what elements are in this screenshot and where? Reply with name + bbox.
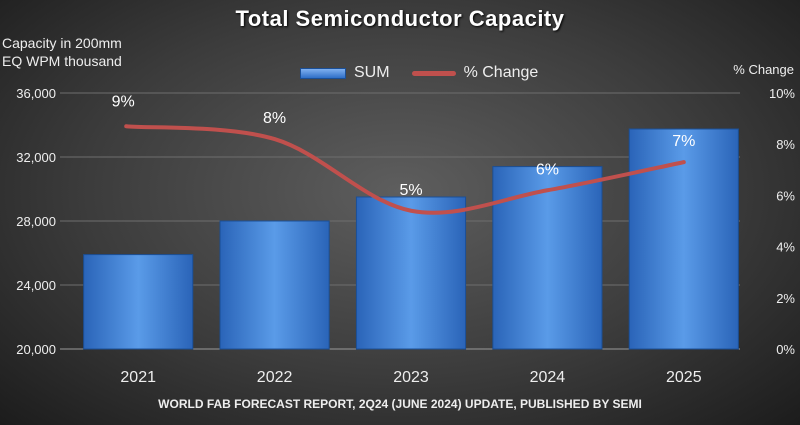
x-tick: 2022 <box>257 369 293 386</box>
data-label-change: 9% <box>112 93 135 110</box>
legend-swatch-change <box>411 70 456 76</box>
y-tick-right: 2% <box>776 291 795 306</box>
y-tick-right: 10% <box>769 86 795 101</box>
x-tick: 2021 <box>120 369 156 386</box>
data-label-change: 6% <box>536 161 559 178</box>
x-tick: 2023 <box>393 369 429 386</box>
y-axis-right-label: % Change <box>733 62 794 77</box>
x-tick: 2024 <box>530 369 566 386</box>
chart-title: Total Semiconductor Capacity <box>235 6 565 31</box>
legend: SUM % Change <box>300 64 538 82</box>
x-tick: 2025 <box>666 369 702 386</box>
y-axis-left-label-line1: Capacity in 200mm <box>2 35 122 51</box>
data-label-change: 8% <box>263 110 286 127</box>
bar-2022 <box>219 220 330 350</box>
y-tick-right: 4% <box>776 240 795 255</box>
legend-swatch-sum <box>300 67 346 79</box>
bar-2025 <box>628 128 739 350</box>
change-line <box>124 124 686 215</box>
source-note: WORLD FAB FORECAST REPORT, 2Q24 (JUNE 20… <box>158 397 642 411</box>
data-label-change: 5% <box>399 182 422 199</box>
legend-label-sum: SUM <box>354 64 390 81</box>
y-tick-right: 8% <box>776 137 795 152</box>
y-tick-right: 0% <box>776 342 795 357</box>
y-tick-left: 24,000 <box>16 278 56 293</box>
y-axis-left-label: Capacity in 200mm EQ WPM thousand <box>2 34 122 70</box>
y-axis-left-label-line2: EQ WPM thousand <box>2 53 122 69</box>
y-tick-left: 36,000 <box>16 86 56 101</box>
bar-2021 <box>83 254 194 350</box>
y-tick-left: 20,000 <box>16 342 56 357</box>
bar-2023 <box>355 196 467 350</box>
data-label-change: 7% <box>672 133 695 150</box>
legend-label-change: % Change <box>463 64 539 81</box>
y-tick-right: 6% <box>776 188 795 203</box>
bar-2024 <box>492 166 603 350</box>
y-tick-left: 32,000 <box>16 150 56 165</box>
y-tick-left: 28,000 <box>16 214 56 229</box>
